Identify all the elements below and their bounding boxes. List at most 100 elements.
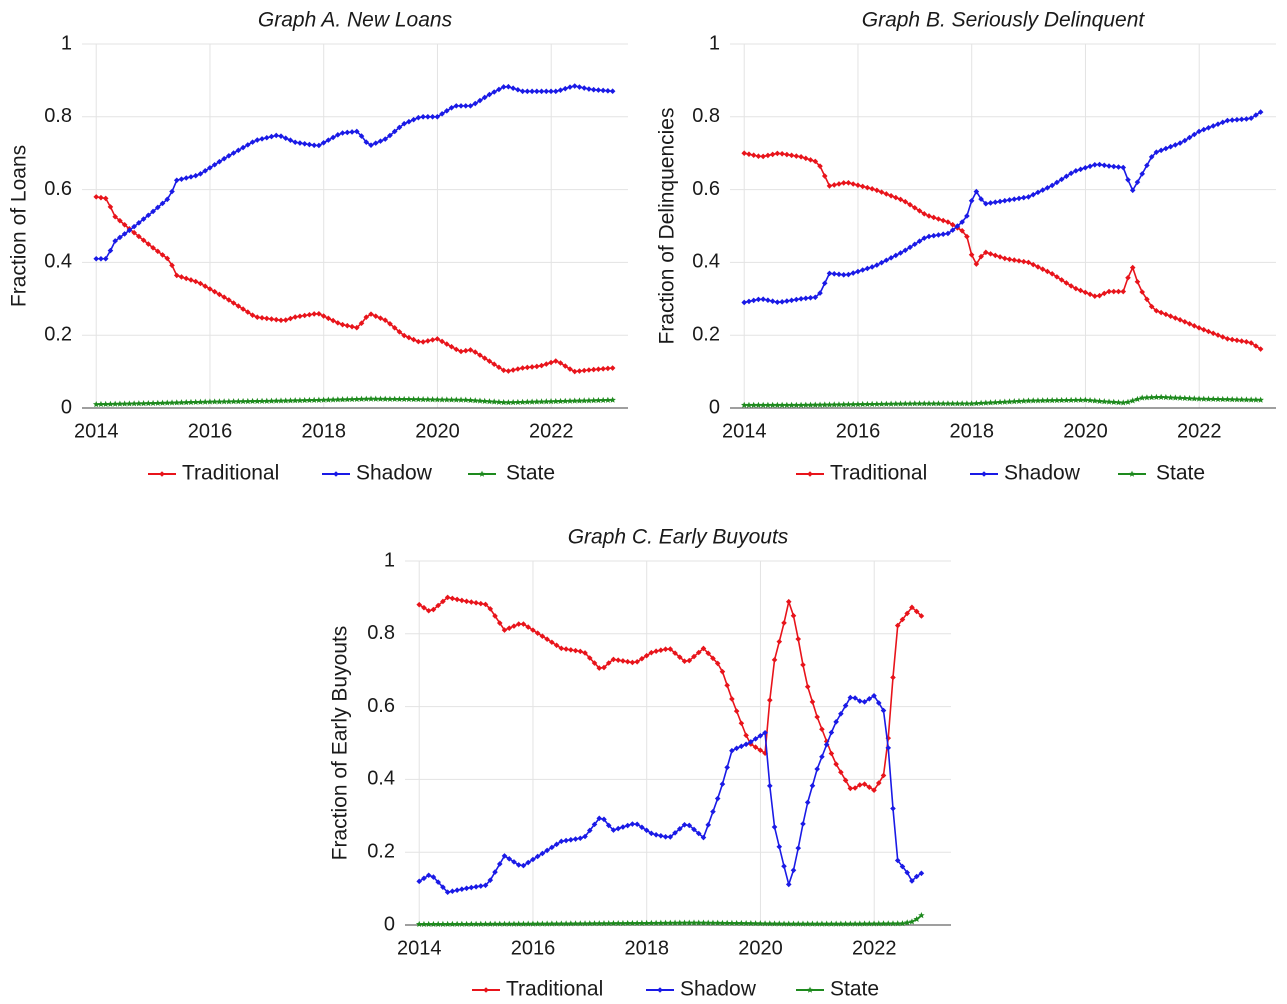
data-point [926, 213, 932, 219]
data-point [188, 174, 194, 180]
data-point [779, 299, 785, 305]
data-point [1006, 256, 1013, 263]
data-point [861, 699, 868, 705]
data-point [894, 920, 901, 927]
data-point [1134, 278, 1141, 285]
data-point [1148, 154, 1155, 160]
data-point [1068, 283, 1074, 289]
data-point [164, 196, 171, 203]
data-point [1253, 343, 1259, 349]
data-point [771, 824, 778, 830]
data-point [755, 296, 762, 303]
data-point [925, 400, 933, 407]
data-point [563, 837, 569, 844]
data-point [842, 777, 849, 784]
y-tick-label: 0.2 [367, 840, 395, 862]
data-point [596, 815, 603, 822]
data-point [481, 94, 488, 101]
data-point [634, 658, 640, 665]
data-point [1087, 291, 1093, 298]
data-point [416, 601, 423, 608]
data-point [1129, 397, 1136, 404]
data-point [1053, 396, 1061, 404]
data-point [131, 229, 137, 236]
data-point [538, 398, 545, 405]
data-point [192, 398, 199, 405]
data-point [320, 396, 327, 403]
data-point [855, 182, 861, 189]
legend-label-shadow: Shadow [1004, 462, 1081, 485]
data-point [828, 750, 835, 757]
data-point [164, 399, 171, 406]
x-tick-label: 2014 [722, 420, 767, 442]
data-point [567, 366, 573, 372]
data-point [211, 288, 218, 295]
data-point [491, 89, 497, 95]
data-point [576, 368, 583, 374]
data-point [831, 401, 838, 408]
data-point [439, 338, 445, 345]
data-point [776, 638, 783, 645]
data-point [793, 153, 800, 159]
data-point [506, 625, 513, 631]
data-point [572, 647, 579, 654]
legend: Traditional Shadow State [796, 462, 1205, 485]
data-point [477, 352, 483, 358]
data-point [880, 707, 887, 714]
data-point [539, 920, 546, 927]
data-point [987, 200, 994, 206]
data-point [344, 322, 351, 329]
data-point [599, 396, 607, 403]
data-point [821, 280, 828, 287]
data-point [444, 594, 451, 601]
legend-marker [159, 471, 165, 477]
data-point [875, 920, 883, 927]
data-point [410, 116, 417, 123]
data-point [259, 315, 265, 321]
data-point [809, 699, 816, 705]
data-point [419, 396, 427, 403]
data-point [747, 920, 755, 927]
data-point [520, 862, 527, 869]
data-point [444, 108, 450, 114]
data-point [348, 395, 356, 403]
data-point [249, 312, 256, 318]
data-point [520, 920, 527, 927]
data-point [482, 601, 489, 608]
data-point [524, 364, 531, 371]
data-point [311, 142, 317, 149]
data-point [425, 872, 432, 879]
legend-label-traditional: Traditional [830, 462, 927, 485]
legend-label-state: State [830, 978, 879, 1001]
data-point [885, 745, 892, 751]
data-point [486, 358, 493, 364]
data-point [662, 834, 669, 840]
data-point [671, 919, 679, 926]
data-point [568, 836, 574, 843]
data-point [329, 396, 337, 403]
y-tick-label: 0.2 [692, 323, 720, 345]
data-point [897, 400, 904, 407]
data-point [571, 83, 578, 89]
data-point [549, 639, 555, 646]
data-point [918, 870, 925, 877]
data-point [207, 164, 213, 171]
data-point [500, 399, 507, 406]
data-point [500, 84, 507, 90]
legend-marker [981, 471, 987, 477]
data-point [524, 398, 531, 405]
data-point [287, 137, 294, 144]
data-point [831, 182, 838, 188]
data-point [869, 264, 875, 270]
data-point [495, 398, 503, 405]
data-point [746, 298, 752, 305]
data-point [515, 366, 521, 372]
data-point [615, 657, 622, 663]
data-point [150, 208, 156, 215]
data-point [1054, 274, 1060, 280]
y-tick-label: 0.8 [692, 105, 720, 127]
data-point [140, 216, 147, 222]
data-point [788, 152, 795, 159]
data-point [187, 398, 195, 406]
data-point [750, 152, 757, 159]
